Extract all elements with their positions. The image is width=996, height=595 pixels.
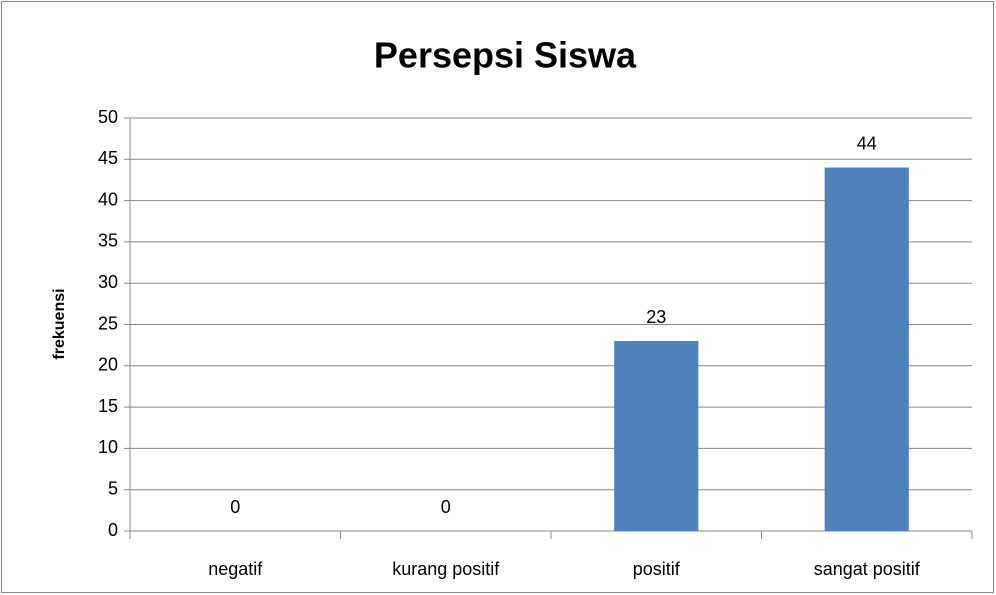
y-tick-label: 45 bbox=[98, 148, 118, 168]
x-tick-label: sangat positif bbox=[814, 559, 921, 579]
data-label: 44 bbox=[857, 133, 877, 153]
x-tick-label: negatif bbox=[208, 559, 263, 579]
y-tick-label: 15 bbox=[98, 396, 118, 416]
data-label: 23 bbox=[646, 307, 666, 327]
y-tick-label: 10 bbox=[98, 437, 118, 457]
y-tick-label: 0 bbox=[108, 520, 118, 540]
y-tick-label: 50 bbox=[98, 107, 118, 127]
data-label: 0 bbox=[230, 497, 240, 517]
bar bbox=[824, 167, 909, 531]
x-tick-label: positif bbox=[633, 559, 681, 579]
y-tick-label: 25 bbox=[98, 313, 118, 333]
y-tick-label: 30 bbox=[98, 272, 118, 292]
y-tick-label: 40 bbox=[98, 189, 118, 209]
bar bbox=[614, 341, 699, 531]
y-axis-label: frekuensi bbox=[51, 288, 68, 359]
y-tick-label: 5 bbox=[108, 478, 118, 498]
x-tick-label: kurang positif bbox=[392, 559, 500, 579]
data-label: 0 bbox=[441, 497, 451, 517]
chart-title: Persepsi Siswa bbox=[374, 35, 637, 76]
y-tick-label: 20 bbox=[98, 355, 118, 375]
y-tick-label: 35 bbox=[98, 231, 118, 251]
